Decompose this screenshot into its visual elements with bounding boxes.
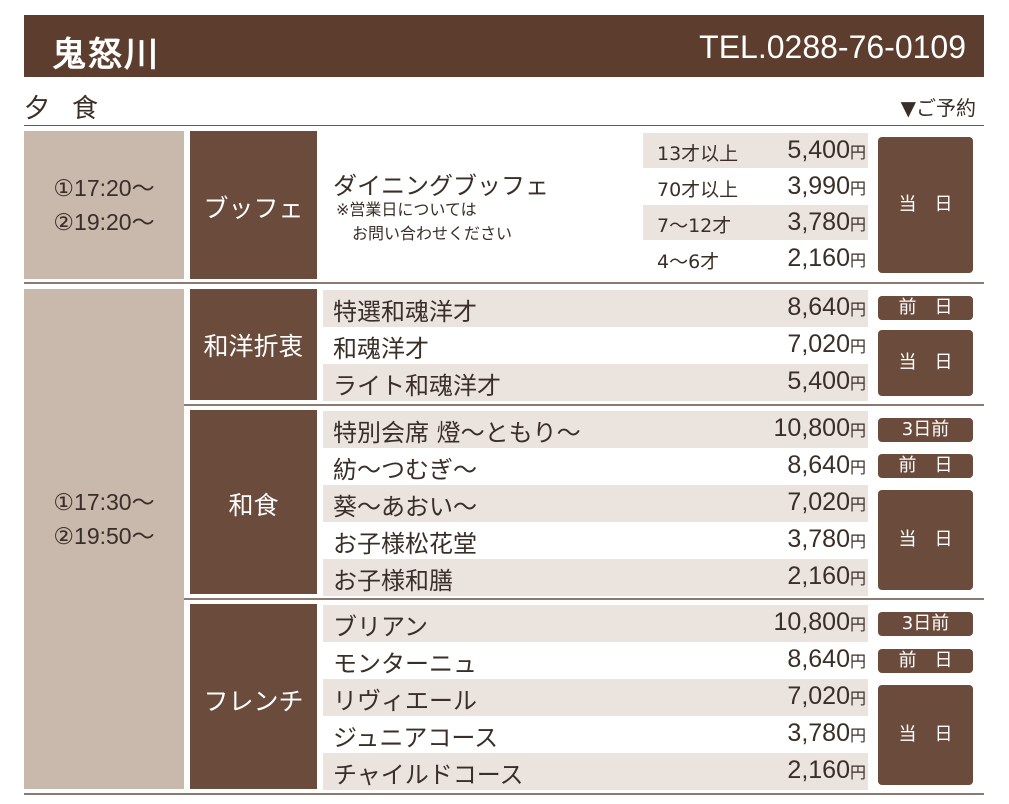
price: 2,160円	[787, 756, 866, 784]
menu-name: モンターニュ	[333, 650, 477, 678]
price: 3,780円	[787, 525, 866, 553]
menu-row: ブリアン 10,800円	[323, 605, 868, 642]
price: 3,780円	[787, 208, 866, 236]
age-range: 13才以上	[657, 143, 739, 165]
menu-name: ブリアン	[333, 613, 429, 641]
price: 2,160円	[787, 562, 866, 590]
menu-row: お子様和膳 2,160円	[323, 559, 868, 596]
menu-row: ライト和魂洋才 5,400円	[323, 364, 868, 401]
menu-name: 葵〜あおい〜	[333, 493, 477, 521]
menu-row: 和魂洋才 7,020円	[323, 327, 868, 364]
reservation-badge: 前 日	[878, 649, 973, 673]
price: 7,020円	[787, 330, 866, 358]
category-wayo: 和洋折衷	[190, 289, 317, 400]
section-subheader: 夕食 ▼ご予約	[24, 88, 984, 126]
course-time-box: ①17:30〜 ②19:50〜	[24, 289, 184, 789]
location-header: 鬼怒川 TEL.0288-76-0109	[24, 15, 984, 77]
menu-row: 紡〜つむぎ〜 8,640円	[323, 448, 868, 485]
reservation-badge: 3日前	[878, 612, 973, 636]
buffet-price-row: 4〜6才 2,160円	[643, 241, 868, 276]
price: 7,020円	[787, 682, 866, 710]
category-buffet: ブッフェ	[190, 131, 317, 279]
menu-row: 特別会席 燈〜ともり〜 10,800円	[323, 411, 868, 448]
age-range: 70才以上	[657, 179, 739, 201]
price: 3,990円	[787, 172, 866, 200]
buffet-price-row: 70才以上 3,990円	[643, 169, 868, 204]
buffet-title: ダイニングブッフェ	[333, 172, 549, 200]
menu-row: お子様松花堂 3,780円	[323, 522, 868, 559]
reservation-badge: 前 日	[878, 296, 973, 320]
price: 10,800円	[773, 608, 866, 636]
menu-name: 特別会席 燈〜ともり〜	[333, 419, 581, 447]
menu-name: 紡〜つむぎ〜	[333, 456, 477, 484]
divider	[184, 404, 984, 406]
price: 8,640円	[787, 451, 866, 479]
price: 8,640円	[787, 293, 866, 321]
category-washoku: 和食	[190, 410, 317, 594]
price: 7,020円	[787, 488, 866, 516]
course-time-2: ②19:50〜	[53, 523, 155, 549]
divider	[24, 282, 984, 284]
course-time-1: ①17:30〜	[53, 489, 155, 515]
buffet-price-row: 7〜12才 3,780円	[643, 205, 868, 240]
meal-label: 夕食	[24, 94, 121, 124]
price: 8,640円	[787, 645, 866, 673]
location-title: 鬼怒川	[52, 35, 160, 75]
menu-name: お子様和膳	[333, 567, 453, 595]
age-range: 7〜12才	[657, 215, 732, 237]
age-range: 4〜6才	[657, 251, 720, 273]
buffet-time-1: ①17:20〜	[53, 175, 155, 201]
reservation-label: ▼ご予約	[900, 96, 976, 120]
buffet-note-line1: ※営業日については	[336, 200, 477, 219]
reservation-badge: 当 日	[878, 490, 973, 590]
menu-name: ジュニアコース	[333, 724, 499, 752]
menu-name: お子様松花堂	[333, 530, 477, 558]
price: 3,780円	[787, 719, 866, 747]
price: 10,800円	[773, 414, 866, 442]
reservation-badge: 当 日	[878, 685, 973, 785]
price: 5,400円	[787, 136, 866, 164]
reservation-badge: 前 日	[878, 454, 973, 478]
phone-number: TEL.0288-76-0109	[699, 29, 966, 65]
price: 2,160円	[787, 244, 866, 272]
reservation-badge: 当 日	[878, 330, 973, 396]
buffet-price-row: 13才以上 5,400円	[643, 133, 868, 168]
menu-name: 和魂洋才	[333, 335, 429, 363]
divider	[24, 793, 984, 795]
menu-row: モンターニュ 8,640円	[323, 642, 868, 679]
menu-row: ジュニアコース 3,780円	[323, 716, 868, 753]
menu-row: 葵〜あおい〜 7,020円	[323, 485, 868, 522]
menu-row: 特選和魂洋才 8,640円	[323, 290, 868, 327]
divider	[184, 598, 984, 600]
menu-name: チャイルドコース	[333, 761, 524, 789]
buffet-note-line2: お問い合わせください	[352, 224, 513, 243]
reservation-badge: 当 日	[878, 137, 973, 273]
menu-name: 特選和魂洋才	[333, 298, 477, 326]
category-french: フレンチ	[190, 604, 317, 789]
buffet-time-box: ①17:20〜 ②19:20〜	[24, 131, 184, 279]
menu-name: ライト和魂洋才	[333, 372, 501, 400]
menu-row: チャイルドコース 2,160円	[323, 753, 868, 790]
reservation-badge: 3日前	[878, 418, 973, 442]
buffet-note: ※営業日については お問い合わせください	[336, 198, 512, 246]
price: 5,400円	[787, 367, 866, 395]
menu-name: リヴィエール	[333, 687, 477, 715]
menu-row: リヴィエール 7,020円	[323, 679, 868, 716]
buffet-time-2: ②19:20〜	[53, 209, 155, 235]
